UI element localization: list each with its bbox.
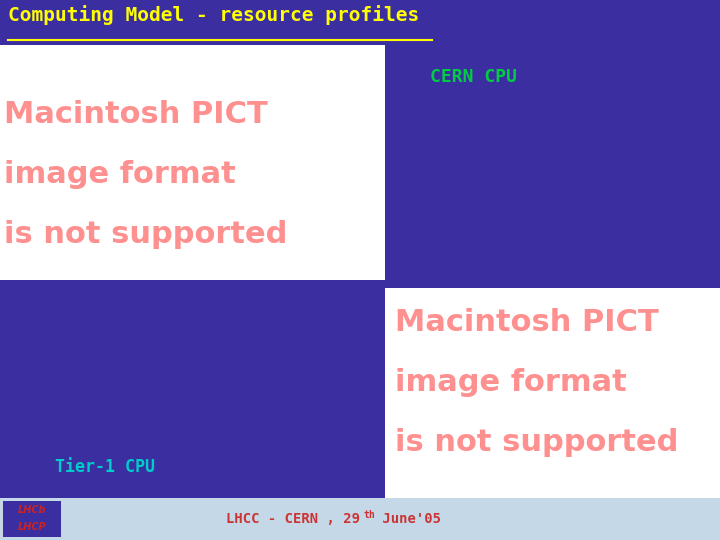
Text: th: th [363, 510, 374, 520]
Bar [385, 45, 720, 280]
Bar [0, 498, 720, 540]
Text: is not supported: is not supported [395, 428, 678, 457]
Text: image format: image format [4, 160, 235, 189]
Text: Macintosh PICT: Macintosh PICT [4, 100, 268, 129]
Text: LHCP: LHCP [18, 522, 46, 532]
Bar [0, 288, 385, 498]
Bar [0, 45, 385, 280]
Text: Computing Model - resource profiles: Computing Model - resource profiles [8, 5, 419, 25]
Text: Tier-1 CPU: Tier-1 CPU [55, 458, 155, 476]
Text: image format: image format [395, 368, 626, 397]
Bar [3, 501, 61, 537]
Text: Macintosh PICT: Macintosh PICT [395, 308, 659, 337]
Text: June'05: June'05 [374, 512, 441, 526]
Text: LHCC - CERN , 29: LHCC - CERN , 29 [226, 512, 360, 526]
Bar [385, 288, 720, 498]
Text: LHCb: LHCb [18, 505, 46, 515]
Text: CERN CPU: CERN CPU [430, 68, 517, 86]
Text: is not supported: is not supported [4, 220, 287, 249]
